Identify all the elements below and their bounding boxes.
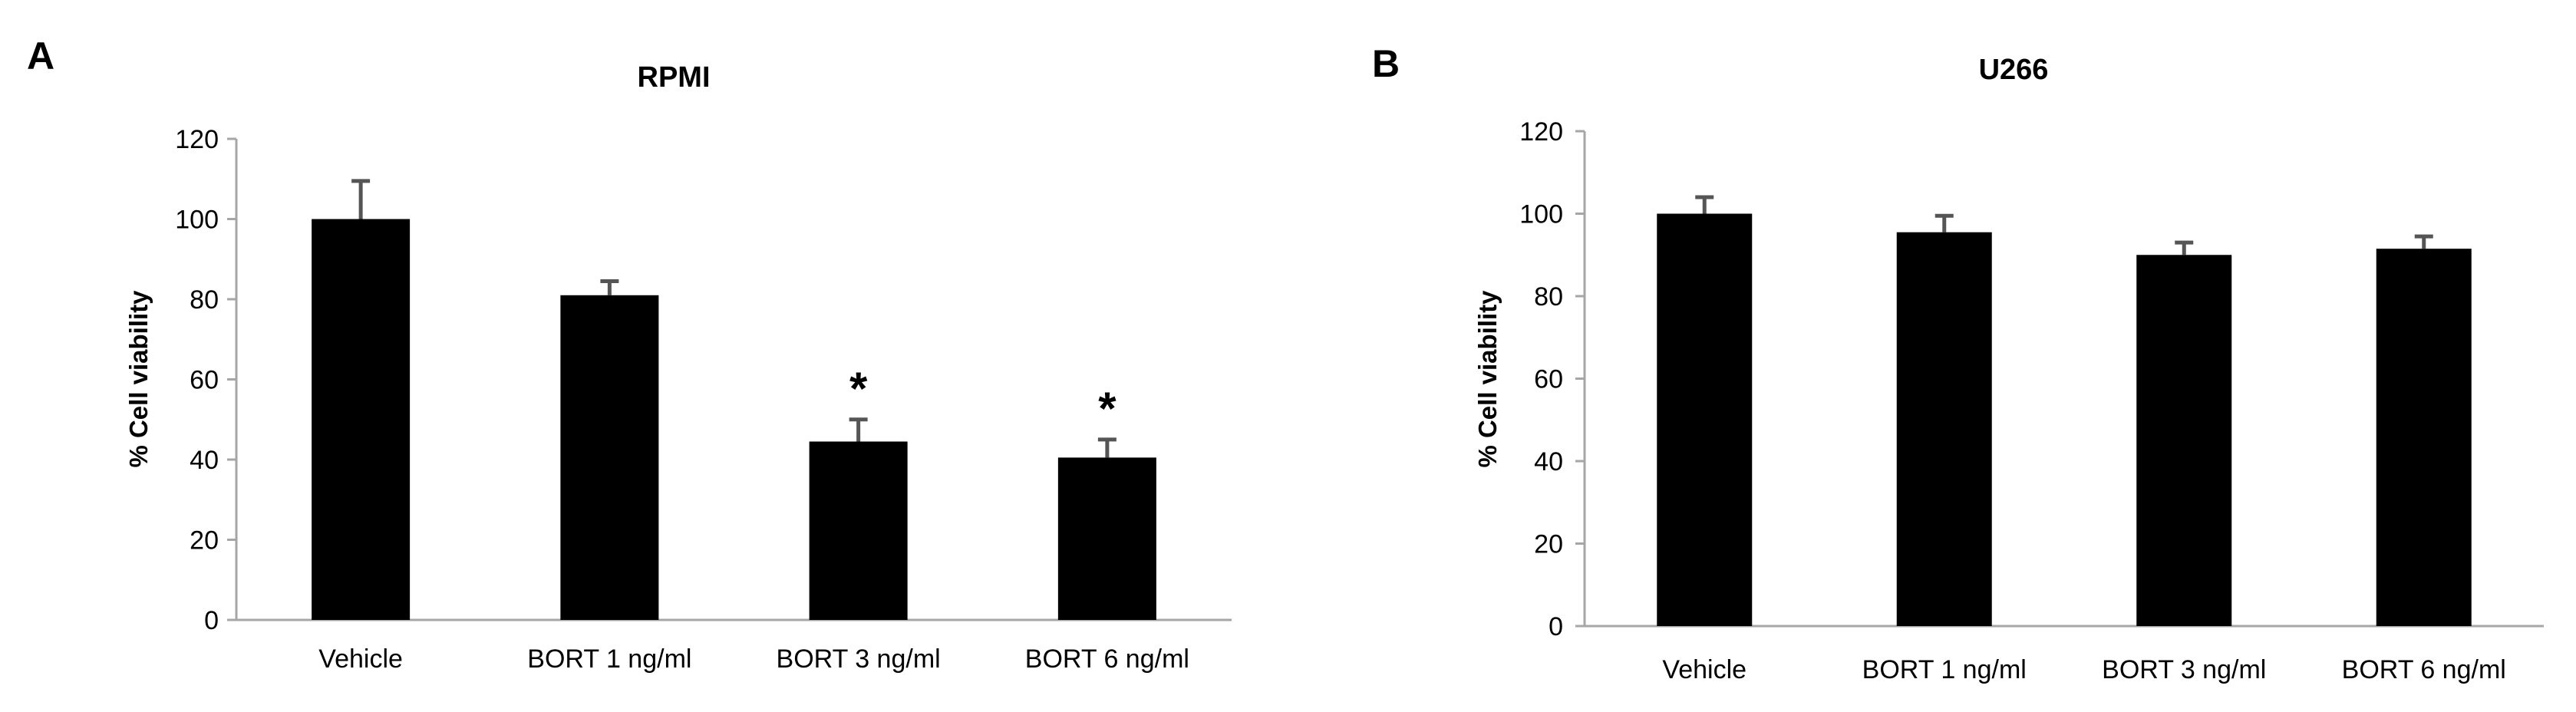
x-tick-label: Vehicle [318,644,403,674]
x-tick-label: BORT 1 ng/ml [1862,655,2027,684]
x-tick-label: BORT 3 ng/ml [2102,655,2266,684]
y-tick-label: 40 [1534,447,1563,476]
panel-label: A [27,35,54,77]
panel-label: B [1372,42,1400,85]
x-tick-label: BORT 3 ng/ml [777,644,941,674]
panel-a: A RPMI % Cell viability 0 20 40 60 80 100 120 Vehi… [27,35,1232,674]
bar-3 [809,441,908,620]
y-tick-label: 120 [175,125,219,154]
x-tick-label: BORT 6 ng/ml [1025,644,1189,674]
y-tick-label: 80 [1534,282,1563,312]
y-tick-label: 120 [1519,117,1563,147]
x-tick-label: BORT 6 ng/ml [2342,655,2506,684]
y-axis-label: % Cell viability [124,290,153,468]
significance-marker: * [1098,383,1116,434]
chart-title: U266 [1979,54,2049,86]
significance-marker: * [849,363,868,414]
y-tick-label: 60 [1534,365,1563,394]
x-tick-label: BORT 1 ng/ml [527,644,691,674]
bar-2 [560,295,659,620]
chart-title: RPMI [638,61,711,94]
x-tick-label: Vehicle [1662,655,1746,684]
panel-b: B U266 % Cell viability 0 20 40 60 80 100 120 Vehi… [1372,42,2544,684]
bar-3 [2136,255,2232,626]
bar-2 [1896,232,1992,626]
y-axis-label: % Cell viability [1473,290,1502,468]
y-tick-label: 20 [190,526,219,555]
y-tick-label: 100 [175,206,219,235]
y-tick-label: 0 [1549,612,1563,641]
bar-1 [1657,213,1753,626]
y-tick-label: 60 [190,366,219,395]
bar-4 [2376,249,2472,626]
y-tick-label: 100 [1519,200,1563,229]
y-tick-label: 80 [190,285,219,315]
bar-4 [1057,457,1156,620]
y-tick-label: 0 [204,606,219,635]
y-tick-label: 20 [1534,530,1563,559]
bar-1 [312,219,411,620]
y-tick-label: 40 [190,446,219,475]
